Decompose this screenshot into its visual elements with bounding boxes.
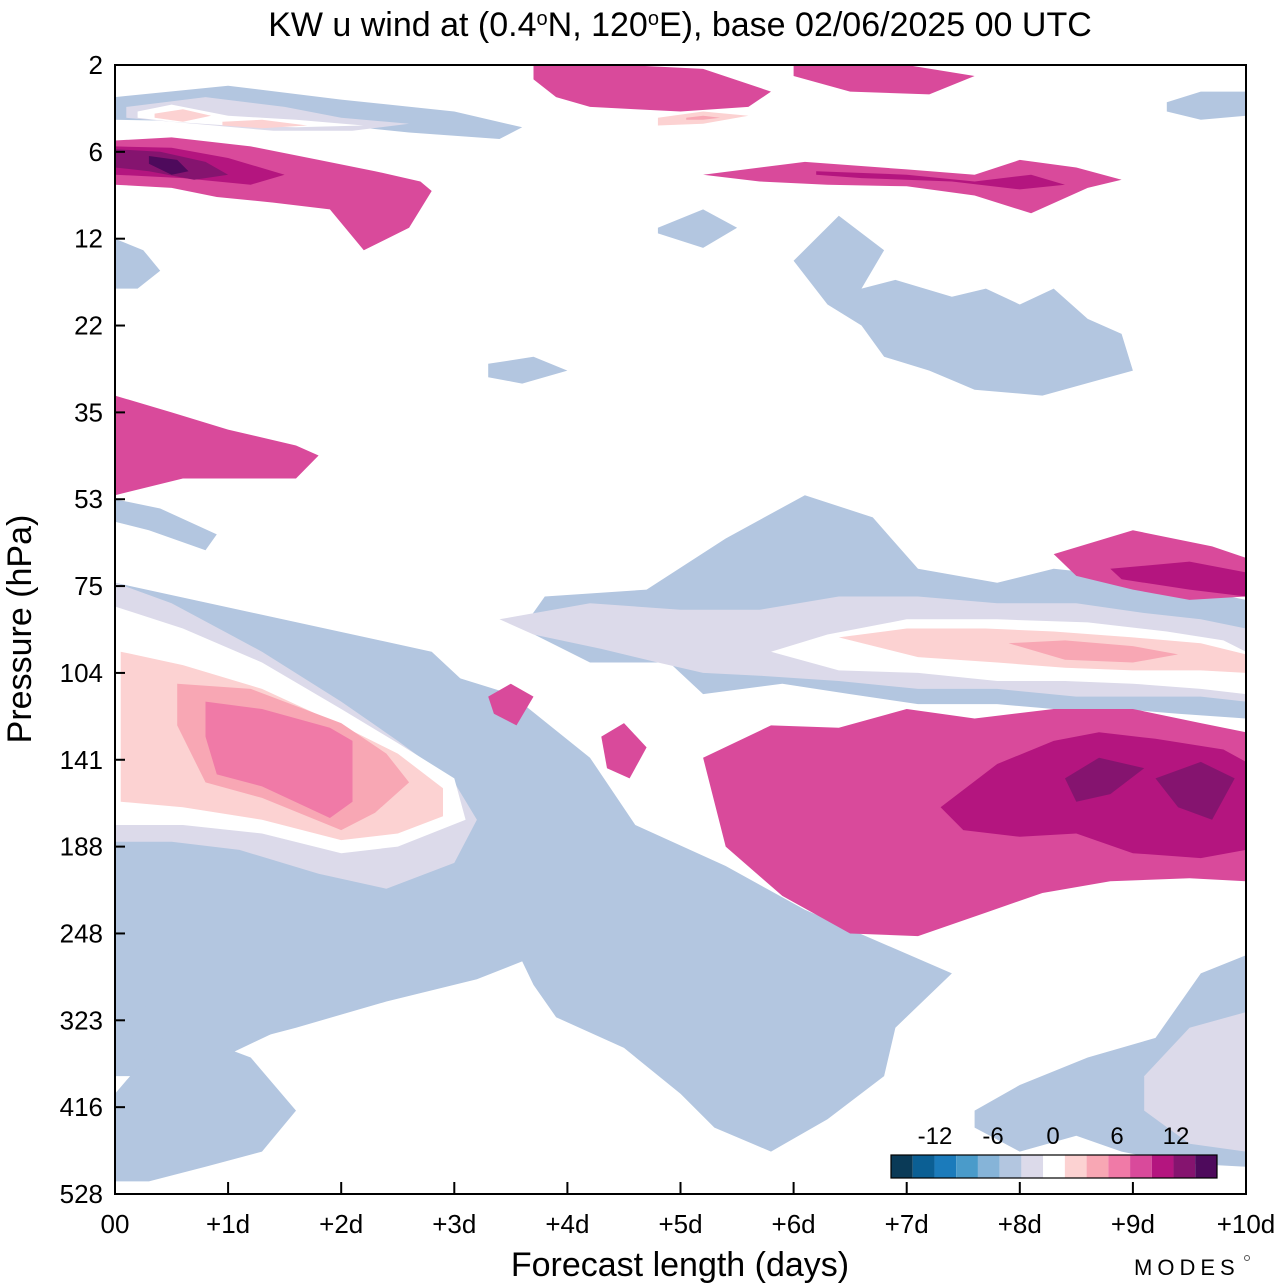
colorbar-frame	[890, 1154, 1218, 1179]
colorbar-swatch-12	[1151, 1155, 1174, 1178]
y-tick-label: 416	[60, 1092, 103, 1122]
colorbar-label: 6	[1110, 1123, 1123, 1150]
contour-region-39	[1144, 1012, 1246, 1152]
contour-region-19	[686, 115, 721, 120]
x-tick-label: +9d	[1111, 1209, 1155, 1239]
y-tick-label: 35	[74, 397, 103, 427]
contour-region-28	[793, 65, 975, 95]
colorbar-swatch-7	[1043, 1155, 1065, 1178]
x-tick-label: +1d	[206, 1209, 250, 1239]
contour-region-35	[1155, 761, 1235, 820]
colorbar-label: 12	[1163, 1123, 1190, 1150]
x-tick-label: +3d	[432, 1209, 476, 1239]
colorbar-swatch-8	[1064, 1155, 1087, 1178]
title-segment: KW u wind at (0.4	[268, 6, 536, 44]
y-tick-label: 248	[60, 918, 103, 948]
contour-region-43	[115, 238, 161, 289]
contour-region-44	[115, 499, 217, 551]
contour-region-34	[1065, 757, 1145, 802]
contour-region-20	[793, 215, 1133, 396]
colorbar-label: -6	[982, 1123, 1003, 1150]
contour-region-10	[137, 104, 364, 128]
y-tick-label: 53	[74, 484, 103, 514]
y-tick-label: 104	[60, 658, 103, 688]
contour-fill	[115, 65, 1246, 1182]
x-tick-label: +2d	[319, 1209, 363, 1239]
contour-region-36	[488, 683, 534, 726]
title-degree-sup: o	[648, 8, 659, 30]
x-tick-label: +10d	[1217, 1209, 1276, 1239]
y-tick-label: 141	[60, 745, 103, 775]
modes-logo: MODES	[1134, 1255, 1250, 1280]
contour-region-37	[601, 723, 647, 779]
contour-region-22	[816, 171, 1065, 190]
contour-region-26	[148, 156, 189, 175]
contour-region-2	[115, 1027, 296, 1182]
title-segment: N, 120	[548, 6, 648, 44]
contour-region-12	[222, 119, 308, 129]
colorbar-swatch-9	[1086, 1155, 1109, 1178]
colorbar-swatch-10	[1108, 1155, 1131, 1178]
colorbar-swatch-2	[934, 1155, 957, 1178]
modes-logo-text: MODES	[1134, 1255, 1240, 1280]
colorbar	[890, 1154, 1218, 1179]
modes-logo-mark	[1244, 1255, 1250, 1261]
contour-region-42	[1166, 91, 1246, 120]
contour-region-27	[533, 65, 771, 112]
title-degree-sup: o	[537, 8, 548, 30]
colorbar-swatch-1	[912, 1155, 935, 1178]
contour-region-17	[1008, 640, 1179, 663]
colorbar-swatch-5	[999, 1155, 1022, 1178]
colorbar-swatch-4	[977, 1155, 1000, 1178]
y-tick-label: 188	[60, 832, 103, 862]
x-tick-label: 00	[101, 1209, 130, 1239]
y-tick-label: 2	[89, 50, 103, 80]
chart-title: KW u wind at (0.4oN, 120oE), base 02/06/…	[268, 6, 1092, 44]
x-tick-label: +5d	[658, 1209, 702, 1239]
contour-region-7	[205, 701, 353, 818]
x-tick-label: +7d	[885, 1209, 929, 1239]
contour-region-11	[154, 109, 212, 122]
colorbar-swatch-3	[956, 1155, 978, 1178]
colorbar-swatch-14	[1195, 1155, 1217, 1178]
contour-region-40	[488, 356, 568, 384]
y-axis-label: Pressure (hPa)	[1, 515, 39, 744]
contour-region-31	[1110, 561, 1246, 597]
y-tick-label: 12	[74, 224, 103, 254]
title-segment: E), base 02/06/2025 00 UTC	[659, 6, 1092, 44]
x-axis: 00 +1d +2d +3d +4d +5d +6d +7d +8d +9d +10d	[101, 1182, 1276, 1239]
contour-region-41	[657, 209, 738, 248]
x-tick-label: +8d	[998, 1209, 1042, 1239]
y-axis: 2 6 12 22 35 53 75 104 141 188 248 323 416 528	[60, 50, 125, 1209]
colorbar-label: -12	[918, 1123, 953, 1150]
x-tick-label: +6d	[772, 1209, 816, 1239]
y-tick-label: 22	[74, 311, 103, 341]
y-tick-label: 6	[89, 137, 103, 167]
colorbar-swatch-13	[1173, 1155, 1196, 1178]
colorbar-labels: -12 -6 0 6 12	[918, 1123, 1190, 1150]
y-tick-label: 323	[60, 1005, 103, 1035]
contour-region-21	[703, 159, 1122, 214]
y-tick-label: 528	[60, 1179, 103, 1209]
colorbar-swatch-0	[891, 1155, 913, 1178]
colorbar-label: 0	[1046, 1123, 1059, 1150]
x-axis-label: Forecast length (days)	[511, 1246, 849, 1284]
y-tick-label: 75	[74, 571, 103, 601]
colorbar-swatch-11	[1130, 1155, 1152, 1178]
colorbar-swatch-6	[1021, 1155, 1044, 1178]
contour-region-29	[115, 395, 319, 496]
x-tick-label: +4d	[545, 1209, 589, 1239]
